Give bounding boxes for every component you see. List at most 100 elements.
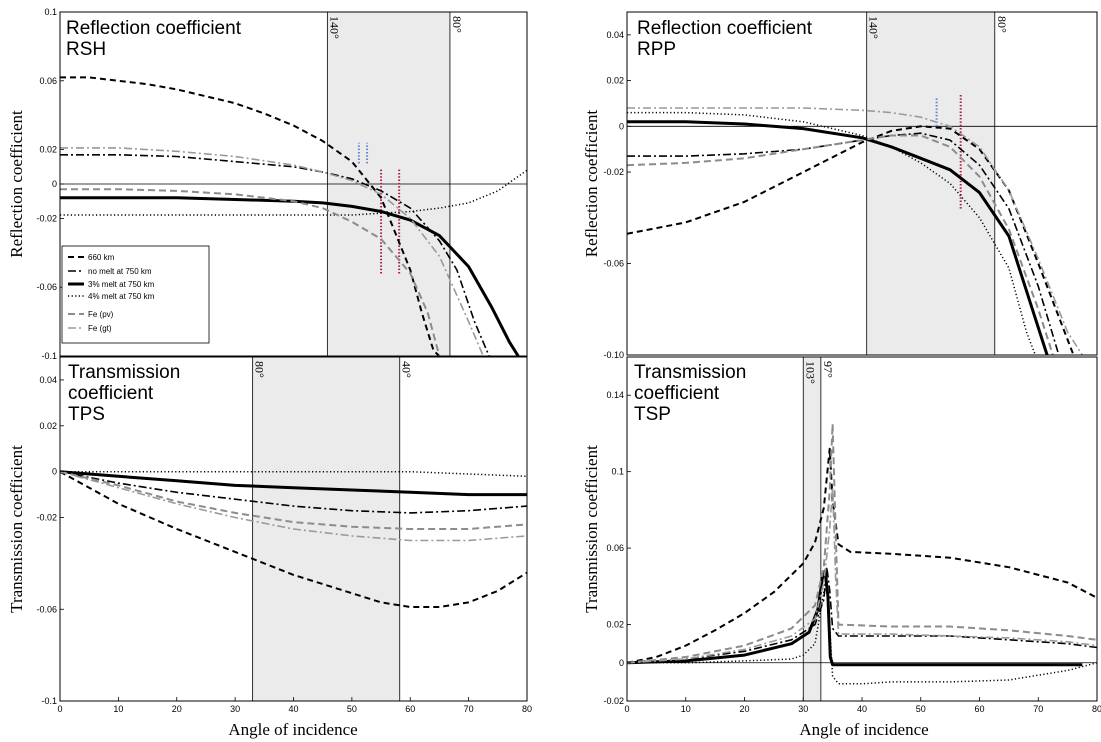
legend: 660 km no melt at 750 km 3% melt at 750 km…	[61, 245, 210, 344]
series-line-fepv	[60, 470, 527, 530]
plot-frame	[626, 356, 1098, 702]
legend-label: 3% melt at 750 km	[88, 280, 155, 289]
series-line-melt4	[60, 169, 527, 216]
x-tick-label: 0	[624, 704, 629, 714]
y-tick-label: -0.06	[603, 259, 624, 269]
band-label: 80°	[450, 16, 464, 33]
series-line-melt3	[60, 196, 520, 356]
x-tick-label: 70	[1033, 704, 1043, 714]
series-line-melt4	[60, 470, 527, 478]
y-tick-label: 0.14	[606, 390, 624, 400]
series-line-660km	[60, 470, 527, 608]
y-tick-label: 0.02	[39, 145, 57, 155]
panel-title-line: TSP	[634, 404, 671, 425]
x-axis-label-right: Angle of incidence	[799, 720, 928, 739]
y-tick-label: 0.04	[606, 30, 624, 40]
y-tick-label: 0	[52, 467, 57, 477]
legend-label: Fe (pv)	[88, 310, 114, 319]
panel-title-line: TPS	[68, 404, 105, 425]
band-label: 140°	[867, 16, 881, 39]
series-line-melt3	[60, 470, 527, 497]
y-axis-label: Transmission coefficient	[582, 445, 601, 613]
legend-label: 4% melt at 750 km	[88, 292, 155, 301]
y-tick-label: -0.1	[41, 351, 57, 361]
x-tick-label: 0	[57, 704, 62, 714]
x-tick-label: 30	[230, 704, 240, 714]
series-line-nomelt	[627, 132, 1060, 355]
series-line-melt3	[627, 569, 1083, 667]
series-line-melt4	[627, 111, 1037, 355]
legend-label: Fe (gt)	[88, 324, 112, 333]
y-tick-label: -0.06	[36, 282, 57, 292]
series-line-fepv	[60, 188, 441, 356]
x-axis-label-left: Angle of incidence	[228, 720, 357, 739]
series-line-nomelt	[60, 470, 527, 514]
y-tick-label: 0	[52, 179, 57, 189]
panel-title-line: coefficient	[634, 383, 720, 404]
y-tick-label: -0.10	[603, 350, 624, 360]
panel-title-line: RPP	[637, 39, 676, 60]
x-tick-label: 80	[522, 704, 532, 714]
y-tick-label: 0.02	[606, 76, 624, 86]
x-tick-label: 60	[405, 704, 415, 714]
panel-title-line: Reflection coefficient	[66, 18, 242, 39]
series-line-melt3	[627, 120, 1049, 355]
y-tick-label: -0.02	[603, 696, 624, 706]
y-tick-label: 0.04	[39, 375, 57, 385]
band-label: 80°	[253, 361, 267, 378]
x-tick-label: 50	[347, 704, 357, 714]
x-tick-label: 80	[1092, 704, 1101, 714]
x-tick-label: 70	[464, 704, 474, 714]
series-line-nomelt	[60, 154, 490, 356]
y-axis-label: Transmission coefficient	[7, 445, 26, 613]
x-tick-label: 40	[857, 704, 867, 714]
panel-rpp: 140° 80° -0.10 -0.06 -0.02 0 0.02 0.04 Reflectio…	[582, 11, 1098, 360]
x-tick-label: 20	[172, 704, 182, 714]
series-line-660km	[627, 447, 1097, 664]
x-tick-label: 10	[681, 704, 691, 714]
series-line-fepv	[627, 422, 1097, 664]
series-line-fegt	[60, 470, 527, 542]
y-tick-label: -0.02	[603, 167, 624, 177]
plot-frame	[626, 11, 1098, 356]
legend-box	[61, 245, 210, 344]
y-tick-label: 0.02	[606, 620, 624, 630]
panel-title-line: Reflection coefficient	[637, 18, 813, 39]
y-tick-label: 0	[619, 658, 624, 668]
panel-title-line: coefficient	[68, 383, 154, 404]
y-tick-label: 0.1	[44, 7, 57, 17]
y-tick-label: 0.06	[39, 76, 57, 86]
band-label: 140°	[327, 16, 341, 39]
x-tick-label: 30	[798, 704, 808, 714]
panel-rsh: 140° 80° -0.1 -0.06 -0.02 0 0.02 0.06 0.1 Reflect…	[7, 7, 528, 361]
series-line-melt4	[627, 574, 1097, 685]
legend-label: no melt at 750 km	[88, 267, 152, 276]
y-tick-label: 0.02	[39, 421, 57, 431]
x-tick-label: 10	[113, 704, 123, 714]
y-tick-label: -0.02	[36, 213, 57, 223]
series-line-fegt	[627, 486, 1097, 664]
y-tick-label: 0.06	[606, 543, 624, 553]
panel-title-line: RSH	[66, 39, 106, 60]
x-tick-label: 50	[916, 704, 926, 714]
x-tick-label: 20	[739, 704, 749, 714]
series-line-660km	[60, 76, 441, 356]
x-tick-label: 40	[288, 704, 298, 714]
x-tick-label: 60	[974, 704, 984, 714]
panel-title-line: Transmission	[68, 362, 180, 383]
series-line-660km	[627, 125, 1075, 355]
band-label: 97°	[821, 361, 835, 378]
series-line-fegt	[60, 147, 484, 356]
panel-tps: 80° 40° -0.1 -0.06 -0.02 0 0.02 0.04 0 10 20 30 40 50…	[7, 356, 532, 714]
series-line-fegt	[627, 107, 1083, 355]
band-label: 103°	[803, 361, 817, 384]
y-axis-label: Reflection coefficient	[582, 110, 601, 258]
y-tick-label: -0.02	[36, 513, 57, 523]
legend-label: 660 km	[88, 253, 115, 262]
shaded-angle-band	[866, 11, 996, 356]
y-tick-label: 0.1	[611, 467, 624, 477]
shaded-angle-band	[252, 356, 401, 702]
panel-title-line: Transmission	[634, 362, 746, 383]
